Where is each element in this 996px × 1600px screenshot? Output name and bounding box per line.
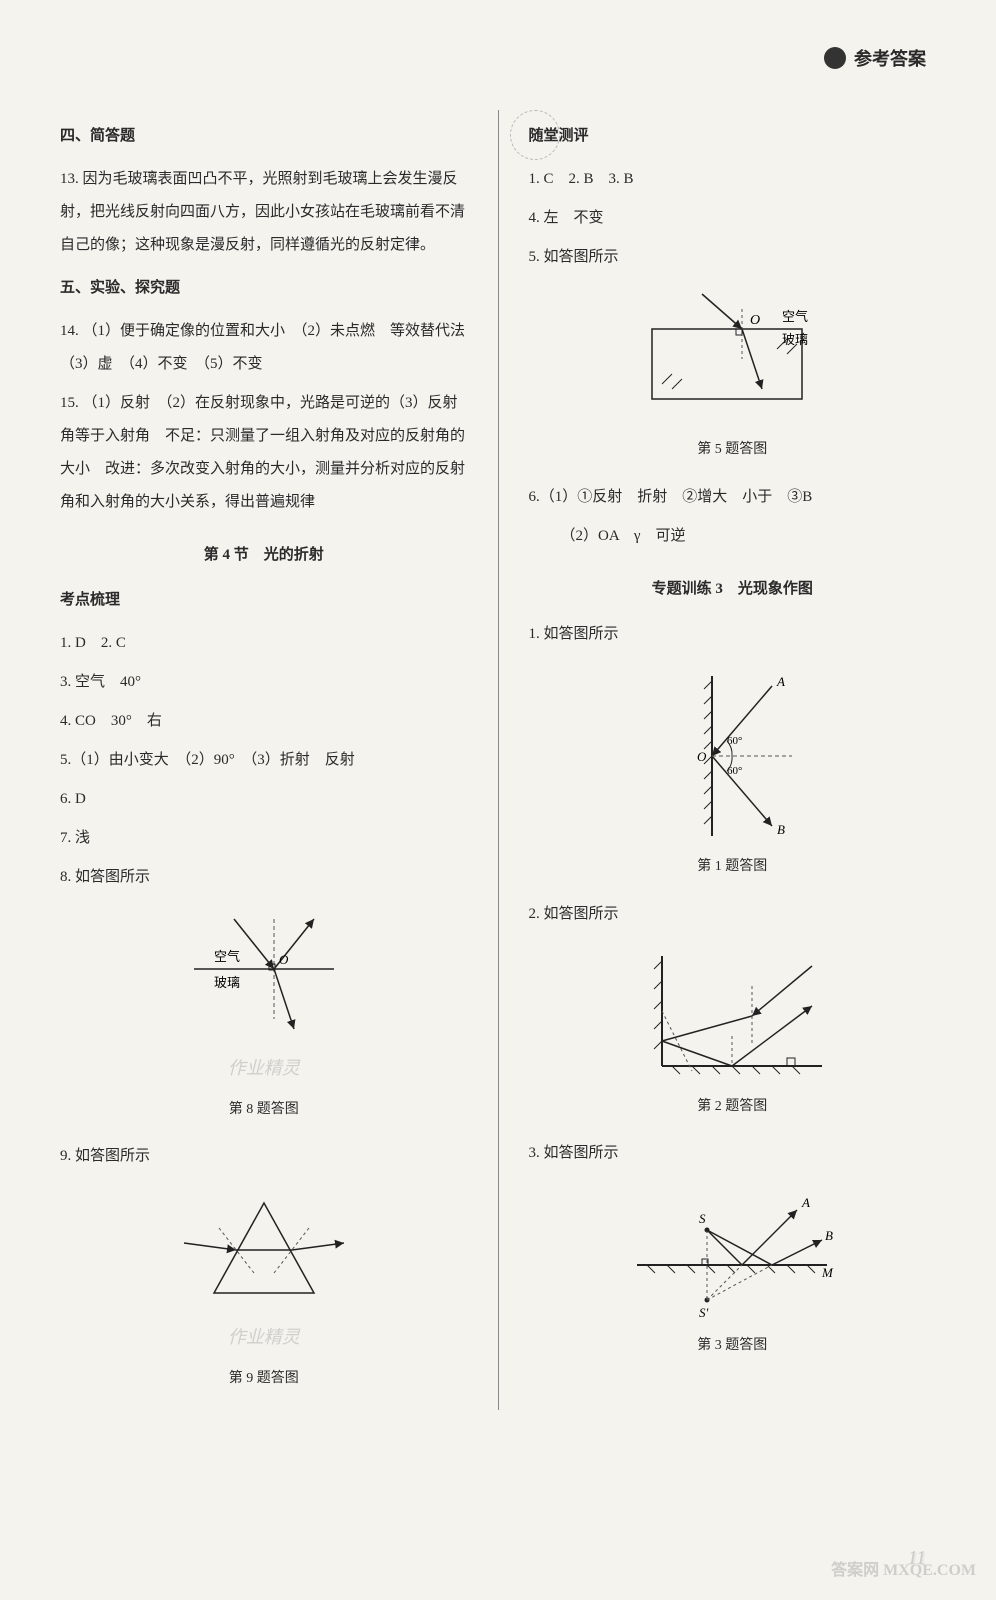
z3: 3. 如答图所示 (529, 1137, 937, 1170)
s6: 6.（1）①反射 折射 ②增大 小于 ③B (529, 481, 937, 514)
refraction-title: 第 4 节 光的折射 (60, 539, 468, 572)
q15: 15. （1）反射 （2）在反射现象中，光路是可逆的（3）反射角等于入射角 不足… (60, 387, 468, 519)
column-divider (498, 110, 499, 1410)
figz3-s: S (699, 1211, 706, 1226)
stamp-icon (510, 110, 560, 160)
logo-icon (824, 47, 846, 69)
watermark-2: 作业精灵 (60, 1318, 468, 1358)
q15-parts: （1）反射 （2）在反射现象中，光路是可逆的（3）反射角等于入射角 不足：只测量… (60, 395, 465, 510)
suitang-heading: 随堂测评 (529, 120, 937, 153)
zhuanti-title: 专题训练 3 光现象作图 (529, 573, 937, 606)
figz3-b: B (825, 1228, 833, 1243)
s5: 5. 如答图所示 (529, 241, 937, 274)
svg-text:O: O (279, 952, 289, 967)
figz1-angle1: 60° (727, 735, 742, 747)
k1: 1. D 2. C (60, 627, 468, 660)
figz1-caption: 第 1 题答图 (529, 852, 937, 883)
s1: 1. C 2. B 3. B (529, 163, 937, 196)
site-watermark: 答案网 MXQE.COM (831, 1556, 976, 1580)
k6: 6. D (60, 783, 468, 816)
z2: 2. 如答图所示 (529, 898, 937, 931)
fig5-svg: O 空气 玻璃 (632, 289, 832, 429)
figz3-a: A (801, 1195, 810, 1210)
figz2-svg (632, 946, 832, 1086)
figz1-a: A (776, 674, 785, 689)
right-column: 随堂测评 1. C 2. B 3. B 4. 左 不变 5. 如答图所示 O 空… (529, 110, 937, 1410)
k5: 5.（1）由小变大 （2）90° （3）折射 反射 (60, 744, 468, 777)
k4: 4. CO 30° 右 (60, 705, 468, 738)
figz1-angle2: 60° (727, 765, 742, 777)
header-title: 参考答案 (854, 45, 926, 71)
figz1-b: B (777, 822, 785, 837)
k8: 8. 如答图所示 (60, 861, 468, 894)
q14-parts: （1）便于确定像的位置和大小 （2）未点燃 等效替代法 （3）虚 （4）不变 （… (60, 323, 480, 372)
fig5: O 空气 玻璃 第 5 题答图 (529, 289, 937, 466)
fig8-caption: 第 8 题答图 (60, 1095, 468, 1126)
q13: 13. 因为毛玻璃表面凹凸不平，光照射到毛玻璃上会发生漫反射，把光线反射向四面八… (60, 163, 468, 262)
figz2: 第 2 题答图 (529, 946, 937, 1123)
q13-num: 13. (60, 171, 79, 187)
fig8-air: 空气 (214, 949, 240, 964)
figz3-svg: S S' A B M (627, 1185, 837, 1325)
watermark-1: 作业精灵 (60, 1049, 468, 1089)
fig9: 作业精灵 第 9 题答图 (60, 1188, 468, 1394)
figz3-sp: S' (699, 1305, 709, 1320)
left-column: 四、简答题 13. 因为毛玻璃表面凹凸不平，光照射到毛玻璃上会发生漫反射，把光线… (60, 110, 468, 1410)
fig8: 空气 玻璃 O 作业精灵 第 8 题答图 (60, 909, 468, 1125)
figz3-m: M (821, 1265, 834, 1280)
figz3: S S' A B M 第 3 题答图 (529, 1185, 937, 1362)
section-4-heading: 四、简答题 (60, 120, 468, 153)
k3: 3. 空气 40° (60, 666, 468, 699)
fig8-svg: 空气 玻璃 O (174, 909, 354, 1049)
q14-num: 14. (60, 323, 79, 339)
fig9-caption: 第 9 题答图 (60, 1364, 468, 1395)
q15-num: 15. (60, 395, 79, 411)
figz1: A B O 60° 60° 第 1 题答图 (529, 666, 937, 883)
fig5-air: 空气 (782, 309, 808, 324)
q13-text: 因为毛玻璃表面凹凸不平，光照射到毛玻璃上会发生漫反射，把光线反射向四面八方，因此… (60, 171, 465, 253)
fig5-o: O (750, 313, 760, 328)
z1: 1. 如答图所示 (529, 618, 937, 651)
fig5-caption: 第 5 题答图 (529, 435, 937, 466)
s6b: （2）OA γ 可逆 (529, 520, 937, 553)
k9: 9. 如答图所示 (60, 1140, 468, 1173)
figz2-caption: 第 2 题答图 (529, 1092, 937, 1123)
page-header: 参考答案 (824, 45, 926, 71)
section-5-heading: 五、实验、探究题 (60, 272, 468, 305)
figz1-svg: A B O 60° 60° (652, 666, 812, 846)
main-content: 四、简答题 13. 因为毛玻璃表面凹凸不平，光照射到毛玻璃上会发生漫反射，把光线… (60, 110, 936, 1410)
fig9-svg (174, 1188, 354, 1318)
figz1-o: O (697, 749, 707, 764)
q14: 14. （1）便于确定像的位置和大小 （2）未点燃 等效替代法 （3）虚 （4）… (60, 315, 468, 381)
figz3-caption: 第 3 题答图 (529, 1331, 937, 1362)
kaodian-heading: 考点梳理 (60, 584, 468, 617)
fig8-glass: 玻璃 (214, 975, 240, 990)
s4: 4. 左 不变 (529, 202, 937, 235)
k7: 7. 浅 (60, 822, 468, 855)
